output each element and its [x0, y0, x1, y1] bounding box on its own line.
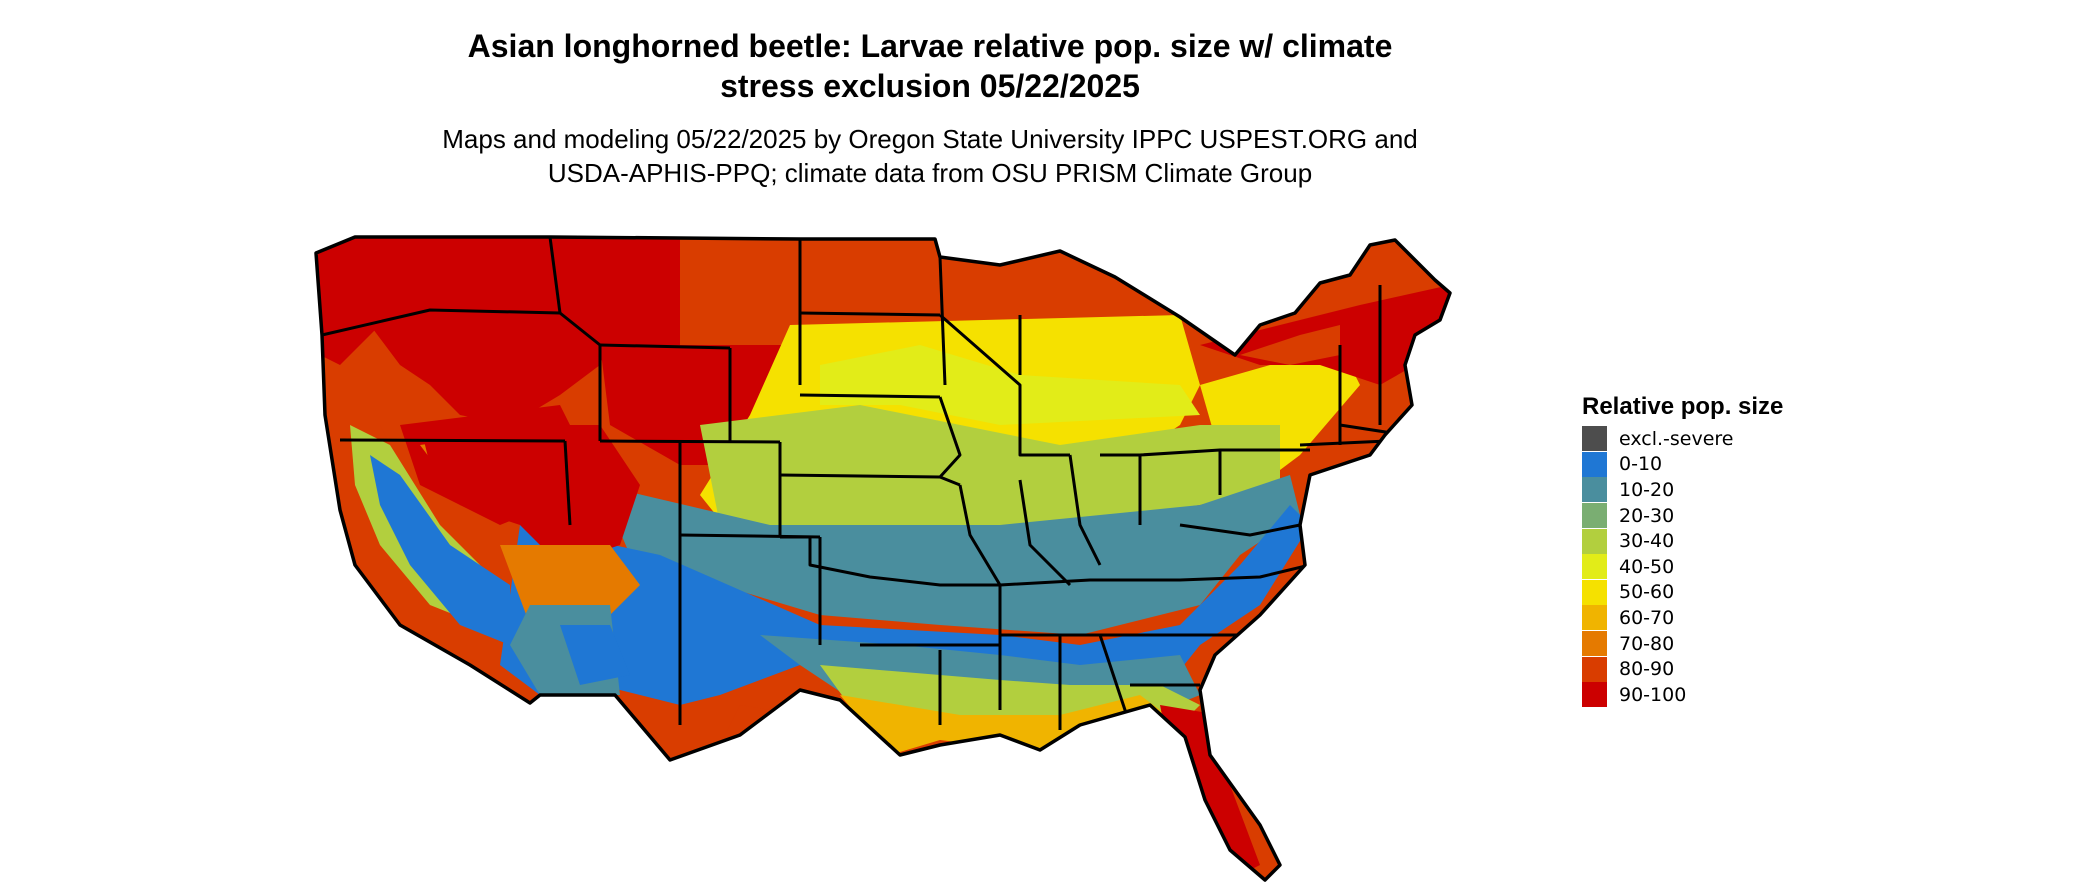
legend-swatch [1582, 426, 1607, 452]
map-title: Asian longhorned beetle: Larvae relative… [330, 26, 1530, 106]
legend-item: 30-40 [1582, 528, 1783, 554]
legend-label: 0-10 [1619, 453, 1663, 476]
legend-swatch [1582, 656, 1607, 682]
legend-label: 20-30 [1619, 504, 1675, 527]
legend-item: 0-10 [1582, 451, 1783, 478]
legend-swatch [1582, 477, 1607, 503]
legend-label: 80-90 [1619, 658, 1675, 681]
legend-swatch [1582, 503, 1607, 529]
legend-item: 60-70 [1582, 605, 1783, 631]
legend: Relative pop. size excl.-severe 0-10 10-… [1582, 392, 1783, 708]
legend-swatch [1582, 605, 1607, 631]
legend-item: 10-20 [1582, 477, 1783, 503]
legend-swatch [1582, 451, 1607, 477]
legend-label: 10-20 [1619, 478, 1675, 501]
legend-item: 80-90 [1582, 656, 1783, 682]
legend-label: 40-50 [1619, 555, 1675, 578]
us-map [314, 235, 1452, 882]
legend-label: 90-100 [1619, 683, 1687, 706]
legend-item: 90-100 [1582, 682, 1783, 708]
legend-label: 60-70 [1619, 606, 1675, 629]
title-line-2: stress exclusion 05/22/2025 [720, 68, 1140, 104]
legend-swatch [1582, 631, 1607, 657]
legend-label: 30-40 [1619, 530, 1675, 553]
subtitle-line-1: Maps and modeling 05/22/2025 by Oregon S… [442, 124, 1418, 154]
legend-item: 50-60 [1582, 579, 1783, 606]
legend-swatch [1582, 579, 1607, 605]
legend-label: 50-60 [1619, 581, 1675, 604]
legend-item: 70-80 [1582, 631, 1783, 657]
legend-label: excl.-severe [1619, 427, 1734, 450]
legend-swatch [1582, 528, 1607, 554]
legend-swatch [1582, 554, 1607, 580]
legend-item: 40-50 [1582, 554, 1783, 580]
us-outline [314, 235, 1452, 882]
legend-label: 70-80 [1619, 632, 1675, 655]
subtitle-line-2: USDA-APHIS-PPQ; climate data from OSU PR… [547, 158, 1313, 188]
legend-item: excl.-severe [1582, 426, 1783, 452]
state-borders [321, 237, 1411, 730]
title-line-1: Asian longhorned beetle: Larvae relative… [467, 28, 1393, 64]
legend-swatch [1582, 682, 1607, 708]
suitability-raster [316, 237, 1450, 880]
map-subtitle: Maps and modeling 05/22/2025 by Oregon S… [330, 122, 1530, 190]
legend-title: Relative pop. size [1582, 393, 1784, 420]
legend-item: 20-30 [1582, 503, 1783, 529]
